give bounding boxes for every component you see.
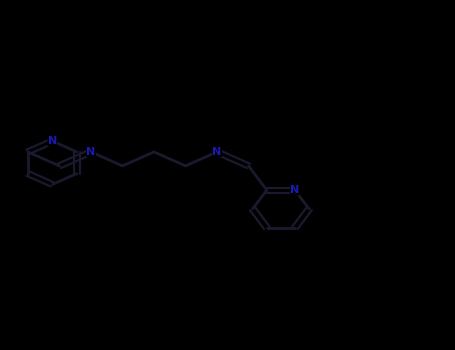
Text: N: N [48, 136, 57, 146]
Text: N: N [212, 147, 222, 157]
Text: N: N [86, 147, 96, 157]
Text: N: N [290, 185, 299, 195]
